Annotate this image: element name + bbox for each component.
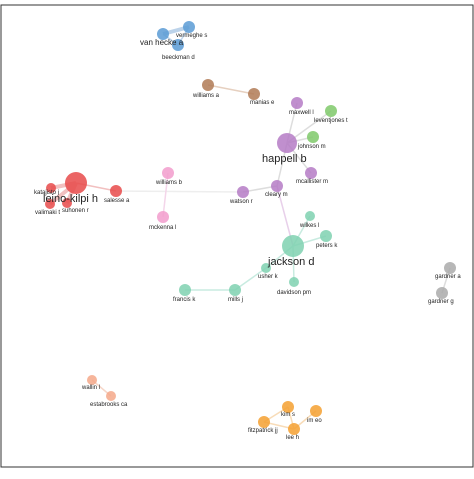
node-label: mills j bbox=[228, 297, 243, 303]
nodes bbox=[45, 21, 456, 435]
node bbox=[444, 262, 456, 274]
node bbox=[271, 180, 283, 192]
frame bbox=[0, 4, 474, 468]
node-label: suhonen r bbox=[62, 208, 89, 214]
node-label: leventjones t bbox=[314, 118, 348, 124]
node-label: estabrooks ca bbox=[90, 402, 128, 408]
node-label: peters k bbox=[316, 243, 338, 249]
node bbox=[110, 185, 122, 197]
node-label: happell b bbox=[262, 153, 307, 165]
node-label: manias e bbox=[250, 100, 275, 106]
node bbox=[305, 167, 317, 179]
node-label: williams a bbox=[192, 93, 220, 99]
node-label: francis k bbox=[173, 297, 196, 303]
edges bbox=[48, 25, 451, 430]
edge bbox=[234, 267, 267, 291]
node bbox=[258, 416, 270, 428]
node bbox=[282, 401, 294, 413]
node bbox=[87, 375, 97, 385]
node-label: mcallister m bbox=[296, 179, 328, 185]
node bbox=[157, 211, 169, 223]
node-label: beeckman d bbox=[162, 55, 195, 61]
node-label: van hecke a bbox=[140, 38, 184, 47]
node bbox=[261, 263, 271, 273]
node-label: leino-kilpi h bbox=[43, 193, 98, 205]
node-label: valimaki t bbox=[35, 210, 60, 216]
node bbox=[307, 131, 319, 143]
node-label: lee h bbox=[286, 435, 299, 441]
node bbox=[172, 39, 184, 51]
node-label: jackson d bbox=[267, 256, 314, 268]
node bbox=[45, 199, 55, 209]
node-label: gardner g bbox=[428, 299, 454, 305]
node bbox=[157, 28, 169, 40]
node bbox=[179, 284, 191, 296]
node bbox=[46, 183, 56, 193]
node-label: katajisto j bbox=[34, 190, 59, 196]
node-label: johnson m bbox=[297, 144, 326, 150]
node bbox=[229, 284, 241, 296]
node-label: gardner a bbox=[435, 274, 461, 280]
node bbox=[162, 167, 174, 179]
node bbox=[288, 423, 300, 435]
node-label: kim s bbox=[281, 412, 295, 418]
node-label: fitzpatrick jj bbox=[248, 428, 278, 434]
node bbox=[277, 133, 297, 153]
node bbox=[289, 277, 299, 287]
edge bbox=[207, 84, 255, 95]
node-label: williams b bbox=[155, 180, 183, 186]
node bbox=[183, 21, 195, 33]
node bbox=[202, 79, 214, 91]
node bbox=[305, 211, 315, 221]
node-label: salesse a bbox=[104, 198, 130, 204]
node-label: cleary m bbox=[265, 192, 288, 198]
node bbox=[248, 88, 260, 100]
edge bbox=[115, 190, 244, 193]
node bbox=[325, 105, 337, 117]
node bbox=[237, 186, 249, 198]
node-label: maxwell l bbox=[289, 110, 314, 116]
node-label: vermeghe s bbox=[176, 33, 207, 39]
node bbox=[62, 198, 72, 208]
labels: vermeghe s van hecke a beeckman d willia… bbox=[34, 33, 461, 441]
node bbox=[65, 172, 87, 194]
node-label: wilkes l bbox=[299, 223, 319, 229]
node-label: usher k bbox=[258, 274, 279, 280]
node bbox=[291, 97, 303, 109]
node bbox=[310, 405, 322, 417]
node-label: mckenna l bbox=[149, 225, 176, 231]
node-label: davidson pm bbox=[277, 290, 311, 296]
node bbox=[106, 391, 116, 401]
node bbox=[436, 287, 448, 299]
node-label: watson r bbox=[229, 199, 253, 205]
node bbox=[320, 230, 332, 242]
node bbox=[282, 235, 304, 257]
node-label: im eo bbox=[307, 418, 322, 424]
node-label: wallin l bbox=[81, 385, 100, 391]
edge bbox=[162, 172, 169, 218]
